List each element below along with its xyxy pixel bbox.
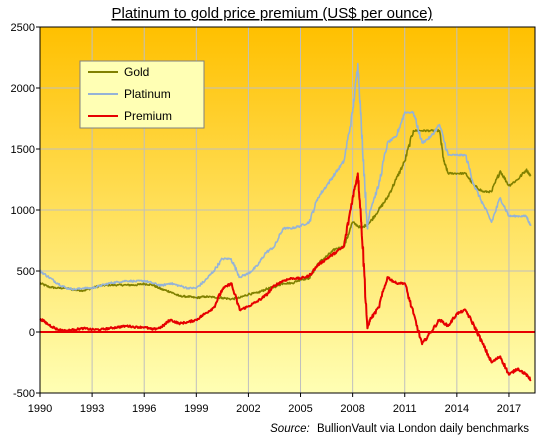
series-line-gold xyxy=(39,129,532,301)
legend-label-premium: Premium xyxy=(124,109,172,123)
y-tick-label: 500 xyxy=(17,266,35,278)
series-lines xyxy=(39,62,532,382)
source-text: BullionVault via London daily benchmarks xyxy=(317,423,529,435)
y-tick-label: 0 xyxy=(29,327,35,339)
y-tick-label: 1000 xyxy=(11,205,35,217)
x-axis-ticks: 1990 1993 1996 1999 2002 2005 2008 2011 2014 2017 xyxy=(28,393,521,415)
x-tick-label: 1990 xyxy=(28,403,52,415)
x-tick-label: 2002 xyxy=(236,403,260,415)
x-tick-label: 1993 xyxy=(80,403,104,415)
legend: Gold Platinum Premium xyxy=(79,60,205,129)
source-note: Source: BullionVault via London daily be… xyxy=(270,423,529,435)
legend-label-platinum: Platinum xyxy=(124,87,171,101)
x-tick-label: 2014 xyxy=(445,403,469,415)
x-tick-label: 2017 xyxy=(497,403,521,415)
y-tick-label: 2000 xyxy=(11,83,35,95)
x-tick-label: 1999 xyxy=(184,403,208,415)
plot-border xyxy=(39,26,536,394)
y-tick-label: -500 xyxy=(13,388,35,400)
source-prefix: Source: xyxy=(270,423,310,435)
y-tick-label: 1500 xyxy=(11,144,35,156)
y-axis-ticks: -500 0 500 1000 1500 2000 2500 xyxy=(11,22,40,400)
series-line-platinum xyxy=(39,62,532,291)
series-line-premium xyxy=(39,172,532,382)
x-tick-label: 1996 xyxy=(132,403,156,415)
chart-title: Platinum to gold price premium (US$ per … xyxy=(112,5,433,22)
legend-label-gold: Gold xyxy=(124,65,149,79)
x-tick-label: 2005 xyxy=(288,403,312,415)
x-tick-label: 2011 xyxy=(393,403,417,415)
x-tick-label: 2008 xyxy=(340,403,364,415)
y-tick-label: 2500 xyxy=(11,22,35,34)
